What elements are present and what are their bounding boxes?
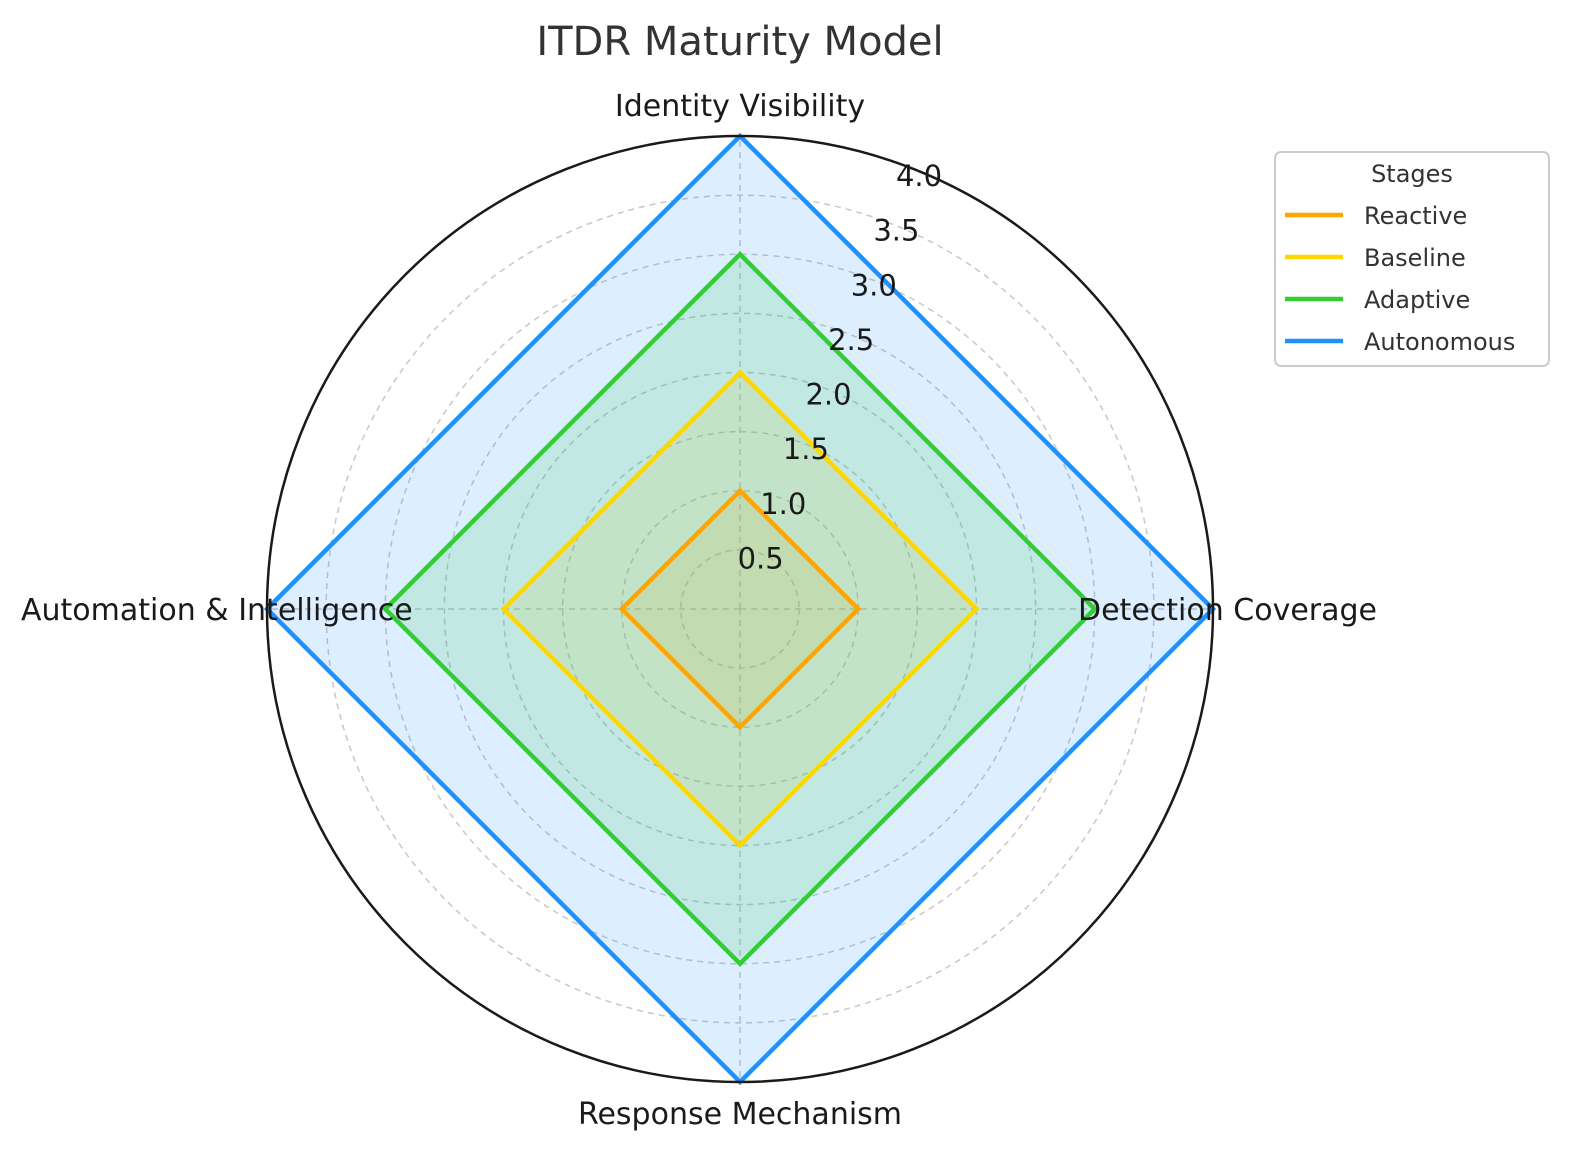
axis-label: Response Mechanism — [578, 1097, 902, 1132]
axis-label: Detection Coverage — [1078, 593, 1377, 628]
legend: Stages Reactive Baseline Adaptive Autonomou… — [1274, 151, 1550, 367]
r-tick-label: 3.5 — [873, 214, 919, 248]
axis-label: Identity Visibility — [615, 89, 865, 124]
grid-ring — [443, 312, 1037, 906]
tick-layer: 0.5 1.0 1.5 2.0 2.5 3.0 3.5 4.0 — [738, 159, 943, 575]
r-tick-label: 2.0 — [805, 378, 851, 412]
legend-items: Reactive Baseline Adaptive Autonomous — [1285, 202, 1515, 356]
legend-label: Baseline — [1364, 244, 1466, 272]
outer-layer — [265, 134, 1215, 1084]
axis-label: Automation & Intelligence — [21, 593, 413, 628]
axis-label-layer: Identity Visibility Detection Coverage Res… — [21, 89, 1377, 1132]
grid-ring — [325, 194, 1155, 1024]
legend-label: Autonomous — [1364, 328, 1515, 356]
chart-title: ITDR Maturity Model — [536, 19, 943, 65]
outer-ring — [265, 134, 1215, 1084]
series-line-adaptive — [382, 251, 1098, 967]
legend-label: Adaptive — [1364, 286, 1470, 314]
series-line-baseline — [500, 369, 980, 849]
r-tick-label: 1.0 — [760, 487, 806, 521]
r-tick-label: 0.5 — [738, 541, 784, 575]
series-line-reactive — [618, 487, 862, 731]
legend-frame — [1274, 151, 1550, 367]
legend-title: Stages — [1371, 160, 1453, 188]
legend-label: Reactive — [1364, 202, 1467, 230]
r-tick-label: 2.5 — [828, 323, 874, 357]
r-tick-label: 3.0 — [851, 268, 897, 302]
r-tick-label: 1.5 — [783, 432, 829, 466]
r-tick-label: 4.0 — [896, 159, 942, 193]
series-layer — [263, 132, 1217, 1086]
